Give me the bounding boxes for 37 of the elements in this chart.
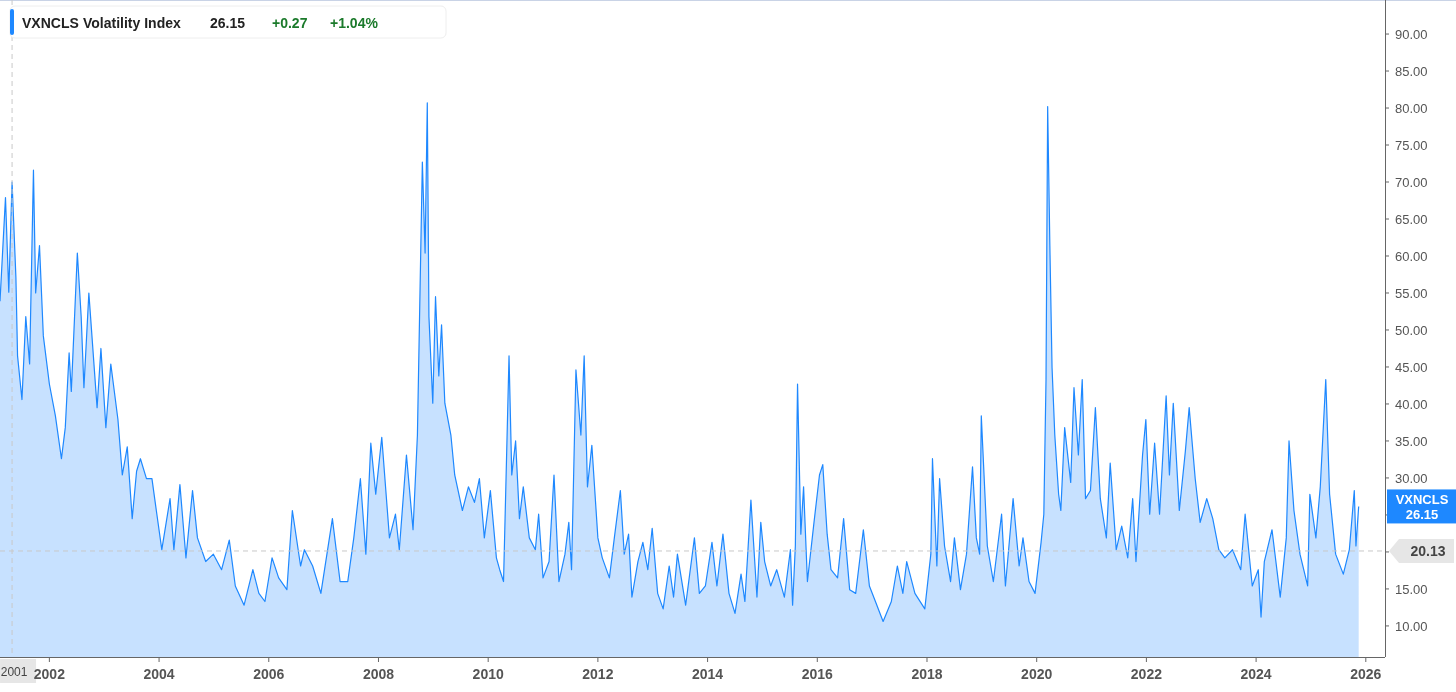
text: 26.15 bbox=[1405, 507, 1439, 523]
y-tick-label: 50.00 bbox=[1395, 322, 1428, 338]
y-tick-label: 60.00 bbox=[1395, 248, 1428, 264]
y-tick-label: 85.00 bbox=[1395, 64, 1428, 80]
y-tick-label: 75.00 bbox=[1395, 138, 1428, 154]
x-tick-label: 2006 bbox=[253, 666, 285, 682]
y-tick-label: 65.00 bbox=[1395, 212, 1428, 227]
x-tick-label: 2016 bbox=[801, 666, 834, 682]
annotation: 26.15 bbox=[210, 15, 246, 31]
text: Volatility Index bbox=[83, 15, 181, 31]
x-tick-label: 2008 bbox=[362, 666, 395, 682]
y-tick-label: 45.00 bbox=[1395, 359, 1428, 375]
y-tick-label: 55.00 bbox=[1395, 285, 1428, 301]
y-tick-label: 90.00 bbox=[1395, 27, 1428, 43]
y-tick-label: 70.00 bbox=[1395, 175, 1428, 191]
x-tick-label: 2014 bbox=[692, 666, 724, 682]
x-tick-label: 2022 bbox=[1130, 666, 1163, 682]
x-tick-label: 2012 bbox=[582, 666, 614, 682]
annotation: +1.04% bbox=[330, 15, 379, 31]
y-tick-label: 35.00 bbox=[1395, 433, 1428, 449]
x-tick-label: 2002 bbox=[33, 666, 66, 682]
x-tick-label: 2026 bbox=[1350, 666, 1382, 682]
x-tick-label: 2018 bbox=[911, 666, 943, 682]
ref-line-label: 20.13 bbox=[1410, 542, 1446, 559]
y-tick-label: 30.00 bbox=[1395, 470, 1428, 486]
x-tick-label: 2004 bbox=[143, 666, 175, 682]
text: VXNCLS bbox=[22, 15, 79, 31]
y-tick-label: 80.00 bbox=[1395, 101, 1428, 117]
y-tick-label: 40.00 bbox=[1395, 396, 1428, 412]
ref-line-label: 2001 bbox=[0, 665, 28, 679]
annotation: +0.27 bbox=[272, 15, 308, 31]
x-tick-label: 2020 bbox=[1021, 666, 1053, 682]
text: VXNCLS bbox=[1395, 492, 1449, 508]
y-tick-label: 15.00 bbox=[1395, 581, 1428, 597]
x-tick-label: 2010 bbox=[472, 666, 504, 682]
x-tick-label: 2024 bbox=[1240, 666, 1272, 682]
y-tick-label: 10.00 bbox=[1395, 618, 1428, 634]
